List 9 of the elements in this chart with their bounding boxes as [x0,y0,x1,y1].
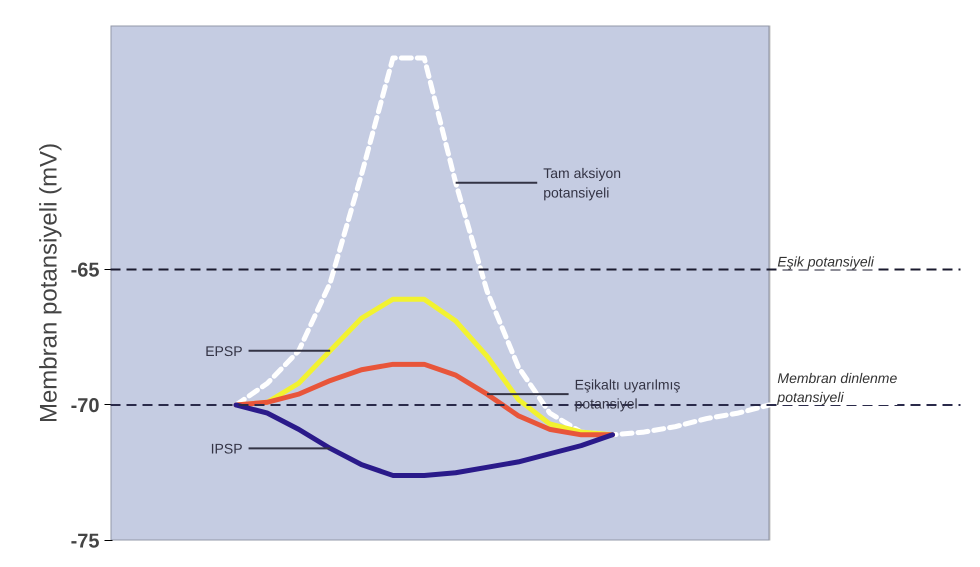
y-tick-label: -65 [70,259,100,282]
annotation: Tam aksiyon potansiyeli [543,165,622,200]
y-tick-label: -70 [70,394,100,417]
ref-line-label: Eşik potansiyeli [777,253,875,270]
annotation: IPSP [210,440,243,456]
ref-line-label: Membran dinlenme potansiyeli [776,370,898,405]
y-tick-label: -75 [70,530,100,552]
y-axis-title: Membran potansiyeli (mV) [36,142,63,424]
annotation: EPSP [205,342,243,359]
